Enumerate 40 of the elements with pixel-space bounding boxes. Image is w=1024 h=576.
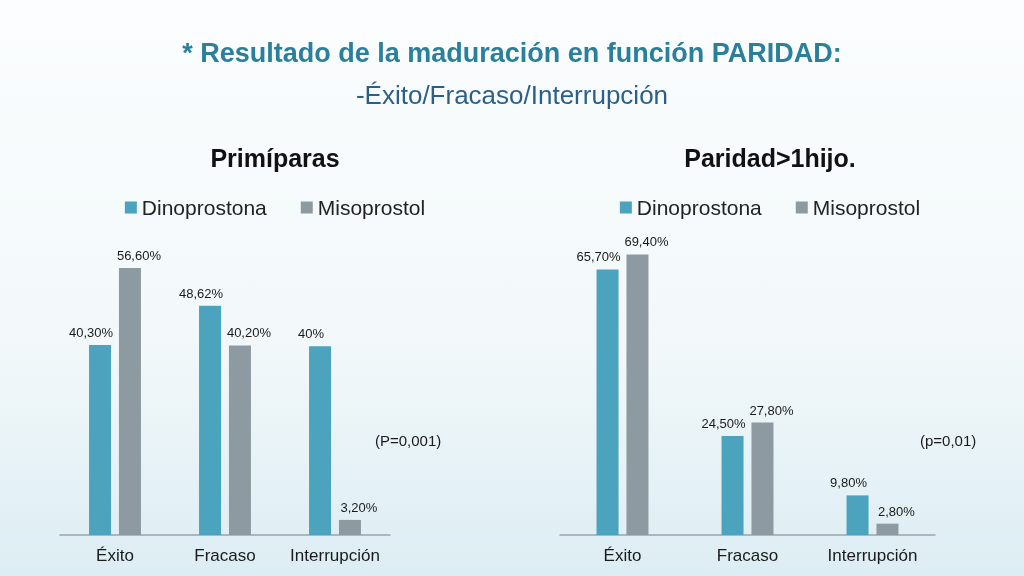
bar <box>876 523 899 535</box>
data-label: 65,70% <box>576 249 622 265</box>
chart-title: Paridad>1hijo. <box>684 143 856 172</box>
bar <box>309 346 332 535</box>
data-label: 69,40% <box>624 234 669 250</box>
data-label: 48,62% <box>178 285 224 301</box>
legend-label: Dinoprostona <box>141 196 268 219</box>
data-label: 3,20% <box>340 499 378 515</box>
bar <box>228 345 251 535</box>
x-tick-label: Éxito <box>96 546 134 565</box>
bar <box>626 254 649 535</box>
data-label: 40,20% <box>226 325 272 341</box>
annotation: (p=0,01) <box>920 432 977 450</box>
bar <box>199 305 222 535</box>
x-tick-label: Fracaso <box>716 546 779 565</box>
legend-label: Misoprostol <box>317 196 426 219</box>
data-label: 40,30% <box>68 324 114 340</box>
x-tick-label: Interrupción <box>827 546 918 565</box>
x-tick-label: Éxito <box>603 546 642 565</box>
text: -Éxito/Fracaso/Interrupción <box>354 80 670 111</box>
x-tick-label: Fracaso <box>194 546 256 565</box>
bar <box>596 269 619 535</box>
bar <box>846 495 869 535</box>
bar <box>721 435 744 535</box>
text: * Resultado de la maduración en función PARIDAD: <box>181 38 843 69</box>
legend-label: Misoprostol <box>812 196 921 219</box>
bar <box>89 344 112 535</box>
legend-label: Dinoprostona <box>636 196 763 219</box>
x-tick-label: Interrupción <box>290 546 380 565</box>
data-label: 56,60% <box>116 248 162 264</box>
data-label: 2,80% <box>878 503 916 519</box>
bar <box>118 268 141 535</box>
chart-title: Primíparas <box>210 143 340 172</box>
data-label: 24,50% <box>701 415 747 431</box>
data-label: 27,80% <box>749 402 794 418</box>
data-label: 9,80% <box>830 475 868 491</box>
bar <box>751 422 774 535</box>
bar <box>338 519 361 535</box>
data-label: 40% <box>298 326 325 342</box>
annotation: (P=0,001) <box>375 432 442 450</box>
